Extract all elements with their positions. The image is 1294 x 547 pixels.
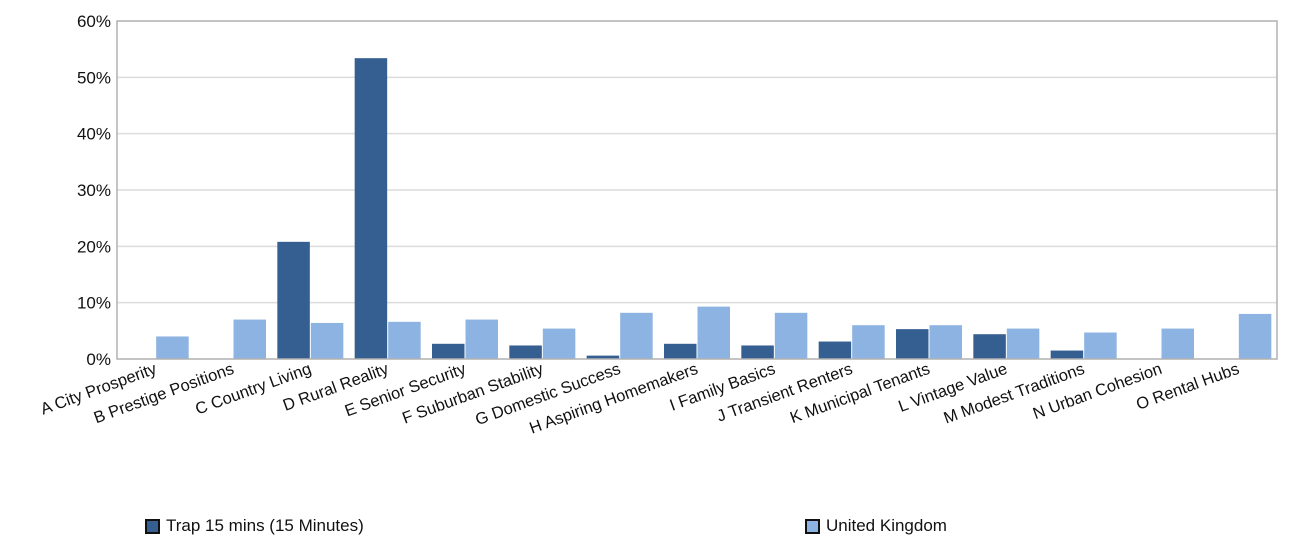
grid-lines bbox=[117, 76, 1277, 304]
bar-uk bbox=[1161, 328, 1194, 359]
bar-uk bbox=[388, 321, 421, 359]
legend-item-uk: United Kingdom bbox=[805, 515, 947, 537]
legend-label-uk: United Kingdom bbox=[826, 516, 947, 535]
bar-trap bbox=[1050, 350, 1084, 359]
plot-area-frame bbox=[116, 20, 1278, 360]
bar-uk bbox=[929, 325, 962, 359]
bar-trap bbox=[896, 329, 929, 359]
bar-uk bbox=[542, 328, 576, 359]
bar-uk bbox=[852, 325, 885, 359]
bar-uk bbox=[1084, 332, 1117, 359]
y-tick-label: 50% bbox=[77, 68, 111, 87]
bar-trap bbox=[586, 355, 620, 359]
y-axis-tick-labels: 0% 10% 20% 30% 40% 50% 60% bbox=[77, 12, 111, 369]
bar-uk bbox=[1238, 313, 1272, 359]
bar-trap bbox=[973, 334, 1006, 359]
bar-uk bbox=[233, 319, 266, 359]
bar-trap bbox=[664, 343, 697, 359]
bar-trap bbox=[509, 345, 542, 359]
y-tick-label: 30% bbox=[77, 181, 111, 200]
y-tick-label: 40% bbox=[77, 125, 111, 144]
bar-trap bbox=[741, 345, 774, 359]
bars bbox=[156, 58, 1272, 360]
bar-uk bbox=[465, 319, 498, 359]
bar-uk bbox=[1006, 328, 1040, 359]
bar-uk bbox=[620, 312, 653, 359]
bar-uk bbox=[156, 336, 189, 359]
legend-label-trap: Trap 15 mins (15 Minutes) bbox=[166, 516, 364, 535]
legend-swatch-trap bbox=[145, 518, 160, 534]
bar-trap bbox=[354, 58, 388, 360]
y-tick-label: 0% bbox=[86, 350, 111, 369]
bar-trap bbox=[277, 241, 310, 359]
bar-uk bbox=[697, 306, 730, 359]
bar-trap bbox=[432, 343, 465, 359]
x-tick-label: N Urban Cohesion bbox=[1031, 360, 1165, 423]
bar-trap bbox=[818, 341, 852, 359]
y-tick-label: 20% bbox=[77, 237, 111, 256]
bar-uk bbox=[774, 312, 808, 359]
y-tick-label: 60% bbox=[77, 12, 111, 31]
legend-swatch-uk bbox=[805, 518, 820, 534]
y-tick-label: 10% bbox=[77, 294, 111, 313]
bar-uk bbox=[310, 322, 344, 359]
legend-item-trap: Trap 15 mins (15 Minutes) bbox=[145, 515, 364, 537]
